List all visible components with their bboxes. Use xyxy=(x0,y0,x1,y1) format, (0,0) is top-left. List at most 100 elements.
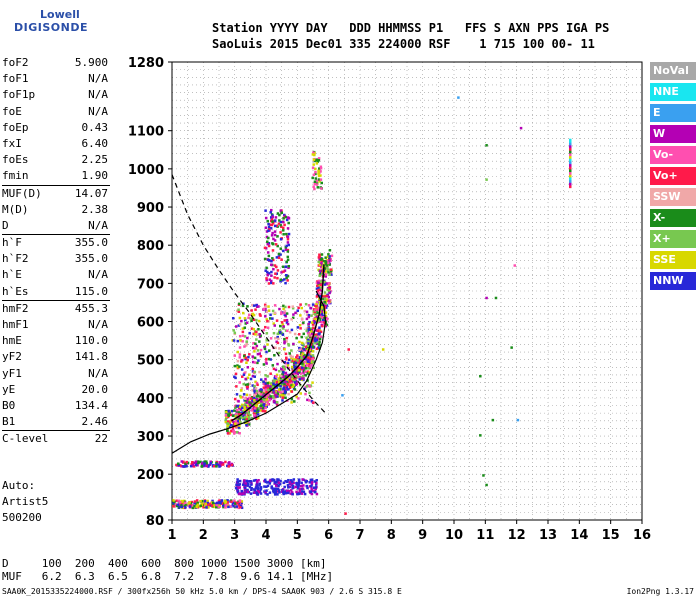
echo-point xyxy=(230,429,233,433)
echo-point xyxy=(310,400,314,403)
echo-point xyxy=(269,358,272,361)
echo-point xyxy=(265,278,268,282)
x-tick-label: 11 xyxy=(476,528,494,543)
echo-point xyxy=(275,403,279,406)
echo-point xyxy=(304,367,308,370)
echo-point xyxy=(298,348,302,352)
echo-point xyxy=(284,365,287,369)
echo-point xyxy=(268,398,271,402)
echo-point xyxy=(298,488,302,491)
echo-point xyxy=(311,340,314,343)
echo-point xyxy=(203,462,206,465)
echo-point xyxy=(246,376,250,380)
echo-point xyxy=(203,460,207,463)
echo-point xyxy=(314,333,317,337)
echo-point xyxy=(312,185,315,188)
echo-point xyxy=(279,479,282,483)
echo-point xyxy=(285,260,289,263)
echo-point xyxy=(240,368,244,371)
echo-point xyxy=(311,360,315,363)
echo-point xyxy=(248,417,251,421)
echo-point xyxy=(293,358,296,361)
echo-point xyxy=(269,337,273,340)
y-tick-label: 500 xyxy=(137,354,164,369)
echo-point xyxy=(313,338,316,341)
echo-point xyxy=(205,460,208,463)
echo-point xyxy=(327,261,330,265)
echo-point xyxy=(285,489,289,493)
echo-point xyxy=(318,313,322,316)
echo-point xyxy=(206,501,210,505)
echo-point xyxy=(292,342,295,346)
echo-point xyxy=(245,423,248,427)
echo-point xyxy=(305,385,309,388)
echo-point xyxy=(237,302,241,306)
echo-point xyxy=(274,346,277,350)
echo-point xyxy=(265,362,268,365)
echo-point xyxy=(276,341,280,345)
echo-point xyxy=(247,398,251,401)
echo-point xyxy=(265,481,269,484)
echo-point xyxy=(299,372,303,375)
echo-point xyxy=(253,394,257,397)
echo-point xyxy=(241,334,245,338)
echo-point xyxy=(231,414,235,418)
echo-point xyxy=(250,395,254,399)
echo-point xyxy=(244,357,248,361)
echo-point xyxy=(314,177,318,180)
echo-point xyxy=(313,490,317,494)
echo-point xyxy=(234,505,237,509)
echo-point xyxy=(253,370,257,374)
echo-point xyxy=(269,395,272,398)
echo-point xyxy=(267,244,271,248)
echo-point xyxy=(324,273,328,276)
echo-point xyxy=(301,478,304,481)
echo-point xyxy=(307,334,311,337)
echo-point xyxy=(237,506,240,510)
echo-point xyxy=(238,492,241,495)
echo-point xyxy=(196,503,200,507)
echo-point xyxy=(299,392,303,395)
echo-point xyxy=(253,350,256,353)
echo-point xyxy=(264,403,268,407)
echo-point xyxy=(182,460,185,464)
echo-point xyxy=(309,327,313,330)
echo-point xyxy=(199,499,202,503)
echo-point xyxy=(192,506,196,509)
echo-point xyxy=(245,342,248,346)
echo-point xyxy=(317,306,321,310)
echo-point xyxy=(283,269,287,272)
echo-point xyxy=(309,490,313,494)
echo-point xyxy=(276,487,280,491)
echo-point xyxy=(241,410,245,413)
echo-point xyxy=(296,359,299,362)
echo-point xyxy=(257,319,261,323)
echo-point xyxy=(287,489,291,493)
echo-point xyxy=(273,379,276,382)
echo-point xyxy=(188,505,192,508)
echo-point xyxy=(261,409,265,413)
echo-point xyxy=(302,369,306,373)
echo-point xyxy=(324,311,328,314)
echo-point xyxy=(303,347,306,351)
echo-point xyxy=(292,383,296,387)
echo-point xyxy=(239,389,243,392)
echo-point xyxy=(245,340,249,343)
echo-point xyxy=(568,138,572,143)
echo-point xyxy=(317,284,321,287)
echo-point xyxy=(289,479,293,482)
echo-point xyxy=(479,434,482,437)
echo-point xyxy=(244,397,247,400)
y-tick-label: 1000 xyxy=(128,163,164,178)
echo-point xyxy=(311,345,315,349)
echo-point xyxy=(262,398,266,402)
echo-point xyxy=(282,375,285,379)
echo-point xyxy=(325,259,329,263)
echo-point xyxy=(234,372,238,376)
echo-point xyxy=(317,346,320,349)
echo-point xyxy=(285,232,288,236)
x-tick-label: 15 xyxy=(602,528,620,543)
echo-point xyxy=(215,463,219,466)
echo-point xyxy=(242,412,245,416)
echo-point xyxy=(230,500,233,503)
